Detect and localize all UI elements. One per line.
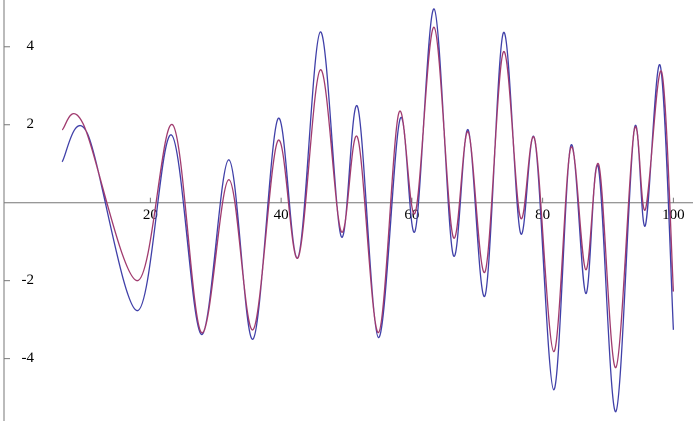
y-tick-label: 4 bbox=[27, 38, 35, 54]
y-tick-label: -4 bbox=[22, 350, 35, 366]
x-tick-label: 40 bbox=[274, 207, 289, 223]
y-tick-label: 2 bbox=[27, 116, 35, 132]
series-line bbox=[61, 8, 675, 413]
series-line bbox=[61, 26, 675, 369]
y-tick-label: -2 bbox=[22, 272, 35, 288]
x-tick-label: 100 bbox=[662, 207, 685, 223]
x-tick-label: 80 bbox=[535, 207, 550, 223]
